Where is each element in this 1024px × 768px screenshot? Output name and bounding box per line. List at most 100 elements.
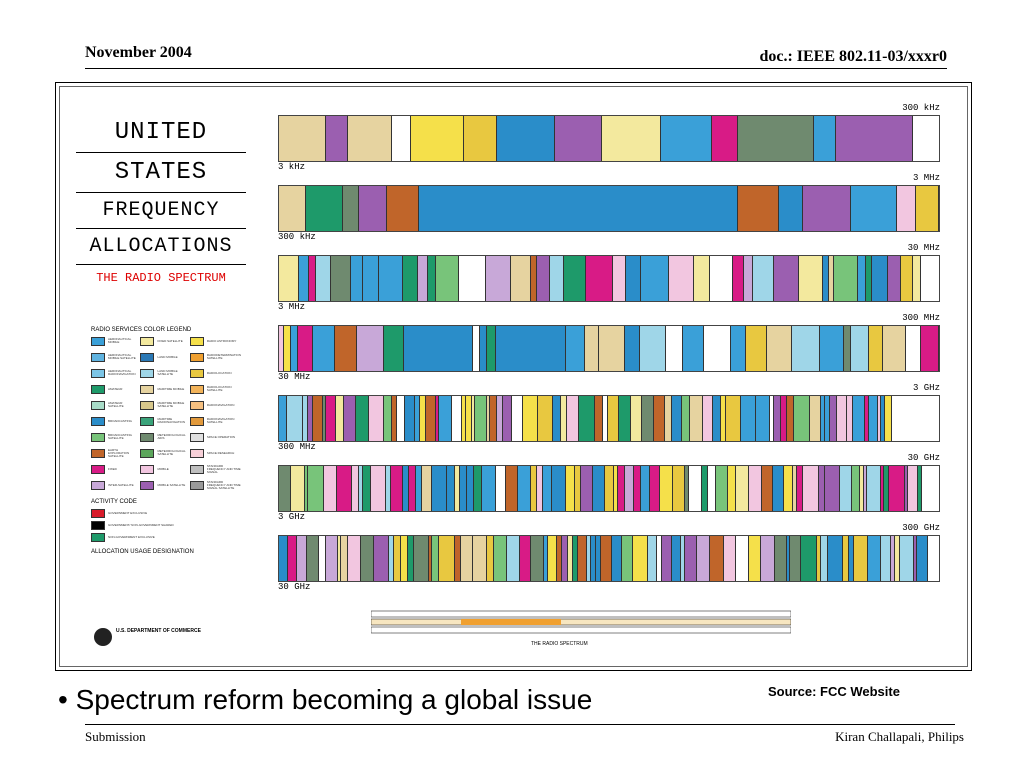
allocation-block [626,256,641,301]
allocation-block [348,116,392,161]
allocation-block [639,326,666,371]
allocation-block [891,536,895,581]
allocation-block [482,466,496,511]
footer-author: Kiran Challapali, Philips [835,729,964,744]
allocation-block [507,536,520,581]
allocation-block [487,536,494,581]
legend-swatch [189,352,204,362]
legend-label: RADIO ASTRONOMY [206,338,237,343]
allocation-block [475,396,487,441]
allocation-block [852,466,860,511]
band-row [278,255,940,302]
allocation-block [702,466,708,511]
allocation-block [331,256,351,301]
allocation-block [803,186,852,231]
legend-swatch [189,448,204,458]
allocation-block [369,396,384,441]
band-row [278,395,940,442]
allocation-block [823,256,829,301]
legend-label: MOBILE [157,466,169,471]
allocation-block [550,256,564,301]
legend-label: MARITIME RADIONAVIGATION [157,417,185,424]
allocation-block [287,396,303,441]
allocation-block [737,186,780,231]
allocation-block [881,466,884,511]
allocation-block [326,116,348,161]
allocation-block [432,466,447,511]
allocation-block [872,256,888,301]
allocation-block [279,466,291,511]
legend-swatch [91,416,105,426]
band-start-label: 300 MHz [278,442,316,452]
allocation-block [712,116,738,161]
allocation-block [868,536,881,581]
activity-title: ACTIVITY CODE [91,499,137,505]
allocation-block [418,186,738,231]
allocation-block [825,396,830,441]
allocation-block [821,396,825,441]
legend-label: MOBILE SATELLITE [157,482,186,487]
allocation-block [543,466,552,511]
allocation-block [288,536,297,581]
allocation-block [587,536,591,581]
allocation-block [866,256,872,301]
band-row [278,465,940,512]
allocation-block [391,466,403,511]
allocation-block [864,466,867,511]
allocation-block [633,536,648,581]
band-start-label: 30 GHz [278,582,311,592]
legend-swatch [91,384,105,394]
allocation-block [439,536,455,581]
allocation-block [884,466,889,511]
allocation-block [279,116,326,161]
allocation-block [917,536,928,581]
allocation-block [733,256,744,301]
legend-label: EARTH EXPLORATION SATELLITE [108,447,130,458]
allocation-block [681,536,685,581]
allocation-block [814,116,836,161]
allocation-block [774,396,781,441]
allocation-block [422,466,432,511]
allocation-block [279,326,284,371]
allocation-block [455,536,461,581]
allocation-block [392,396,397,441]
allocation-block [603,396,608,441]
band-start-label: 300 kHz [278,232,316,242]
poster-subtitle: THE RADIO SPECTRUM [96,271,226,285]
allocation-block [414,536,429,581]
legend-label: BROADCASTING [108,418,133,423]
allocation-block [523,396,538,441]
allocation-block [341,536,348,581]
band-end-label: 3 GHz [912,383,940,393]
allocation-block [918,466,922,511]
allocation-block [885,396,892,441]
allocation-block [452,396,462,441]
allocation-block [394,536,401,581]
legend-swatch [91,400,105,410]
allocation-block [641,466,650,511]
band-end-label: 300 kHz [902,103,940,113]
allocation-block [916,186,939,231]
legend-swatch [140,416,155,426]
allocation-block [557,536,562,581]
allocation-block [371,466,386,511]
legend-item: SPACE OPERATION [189,432,241,442]
allocation-block [591,536,596,581]
allocation-block [279,536,288,581]
activity-item: NON-GOVERNMENT EXCLUSIVE [91,532,241,542]
allocation-block [566,466,575,511]
activity-legend: GOVERNMENT EXCLUSIVE GOVERNMENT/ NON-GOVE… [91,508,241,542]
allocation-block [784,466,793,511]
allocation-block [436,256,459,301]
legend-swatch [140,448,155,458]
footer-submission: Submission [85,729,146,744]
allocation-block [793,466,797,511]
allocation-block [473,536,487,581]
legend-swatch [189,480,204,490]
allocation-block [562,536,568,581]
allocation-block [703,396,713,441]
allocation-block [297,536,307,581]
legend-label: SPACE OPERATION [206,434,236,439]
allocation-block [342,186,359,231]
legend-swatch [189,464,204,474]
